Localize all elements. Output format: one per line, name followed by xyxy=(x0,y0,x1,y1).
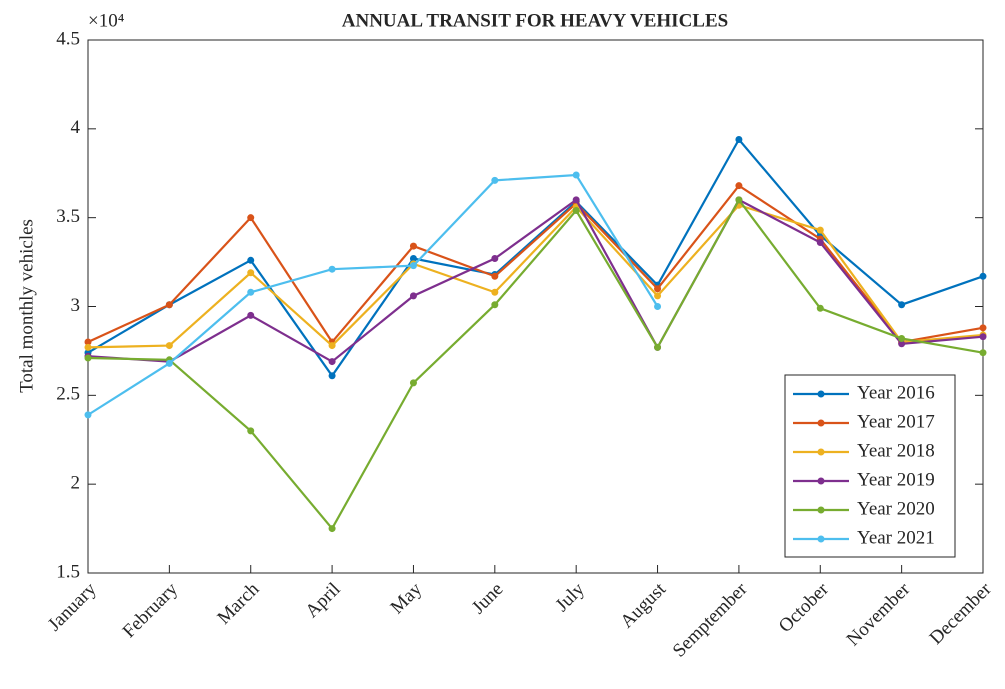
x-tick-label: November xyxy=(843,578,915,650)
data-point xyxy=(491,288,499,296)
x-tick-label: July xyxy=(552,578,590,616)
x-tick-label: April xyxy=(301,579,344,622)
data-point xyxy=(247,311,255,319)
data-point xyxy=(247,269,255,277)
legend-label: Year 2016 xyxy=(857,382,935,403)
data-point xyxy=(572,196,580,204)
y-tick-label: 4 xyxy=(71,117,81,138)
data-point xyxy=(328,342,336,350)
legend-marker xyxy=(817,390,825,398)
x-tick-label: December xyxy=(926,578,997,649)
data-point xyxy=(328,265,336,273)
data-point xyxy=(165,342,173,350)
data-point xyxy=(979,349,987,357)
data-point xyxy=(816,226,824,234)
data-point xyxy=(898,334,906,342)
data-point xyxy=(165,301,173,309)
legend-label: Year 2019 xyxy=(857,469,935,490)
line-series xyxy=(87,173,659,416)
data-point xyxy=(409,262,417,270)
data-point xyxy=(84,338,92,346)
x-tick-label: March xyxy=(213,578,263,628)
x-tick-label: February xyxy=(119,578,183,642)
data-point xyxy=(491,255,499,263)
data-point xyxy=(409,255,417,263)
y-tick-label: 3 xyxy=(71,295,81,316)
y-tick-label: 2.5 xyxy=(56,384,80,405)
data-point xyxy=(491,301,499,309)
data-point xyxy=(247,214,255,222)
legend-marker xyxy=(817,535,825,543)
data-point xyxy=(572,207,580,215)
data-point xyxy=(572,171,580,179)
line-series xyxy=(87,184,984,344)
y-tick-label: 2 xyxy=(71,473,81,494)
y-tick-label: 3.5 xyxy=(56,206,80,227)
data-point xyxy=(165,359,173,367)
y-tick-label: 4.5 xyxy=(56,28,80,49)
data-point xyxy=(247,427,255,435)
chart-title: ANNUAL TRANSIT FOR HEAVY VEHICLES xyxy=(342,10,728,31)
data-point xyxy=(735,182,743,190)
data-point xyxy=(654,303,662,310)
data-point xyxy=(328,372,336,380)
data-point xyxy=(84,354,92,362)
data-point xyxy=(409,242,417,250)
data-point xyxy=(409,379,417,387)
data-point xyxy=(654,343,662,351)
data-point xyxy=(84,343,92,351)
line-series xyxy=(87,198,984,363)
data-point xyxy=(898,340,906,348)
x-tick-label: Semptember xyxy=(669,578,752,661)
x-tick-label: May xyxy=(387,578,427,618)
data-point xyxy=(491,176,499,184)
data-point xyxy=(409,292,417,300)
data-point xyxy=(898,301,906,309)
data-point xyxy=(491,272,499,280)
legend-label: Year 2017 xyxy=(857,411,935,432)
legend-marker xyxy=(817,477,825,485)
legend-box xyxy=(784,374,956,558)
line-series xyxy=(87,203,984,349)
legend-label: Year 2018 xyxy=(857,440,935,461)
data-point xyxy=(247,256,255,264)
data-point xyxy=(84,411,92,419)
legend-label: Year 2020 xyxy=(857,498,935,519)
legend-marker xyxy=(817,506,825,514)
y-multiplier: ×10⁴ xyxy=(88,10,125,31)
legend-label: Year 2021 xyxy=(857,527,935,548)
y-axis-label: Total monthly vehicles xyxy=(16,219,37,393)
data-point xyxy=(816,304,824,312)
legend-marker xyxy=(817,419,825,427)
data-point xyxy=(654,292,662,300)
legend-marker xyxy=(817,448,825,456)
x-tick-label: October xyxy=(775,578,834,637)
data-point xyxy=(247,288,255,296)
data-point xyxy=(735,196,743,204)
line-series xyxy=(87,197,984,531)
x-tick-label: January xyxy=(44,578,101,635)
data-point xyxy=(979,324,987,332)
data-point xyxy=(654,285,662,293)
data-point xyxy=(328,358,336,366)
data-point xyxy=(816,239,824,247)
x-tick-label: August xyxy=(616,578,670,632)
data-point xyxy=(979,272,987,280)
data-point xyxy=(328,525,336,533)
data-point xyxy=(979,333,987,341)
data-point xyxy=(735,135,743,143)
x-tick-label: June xyxy=(468,579,507,618)
y-tick-label: 1.5 xyxy=(56,561,80,582)
